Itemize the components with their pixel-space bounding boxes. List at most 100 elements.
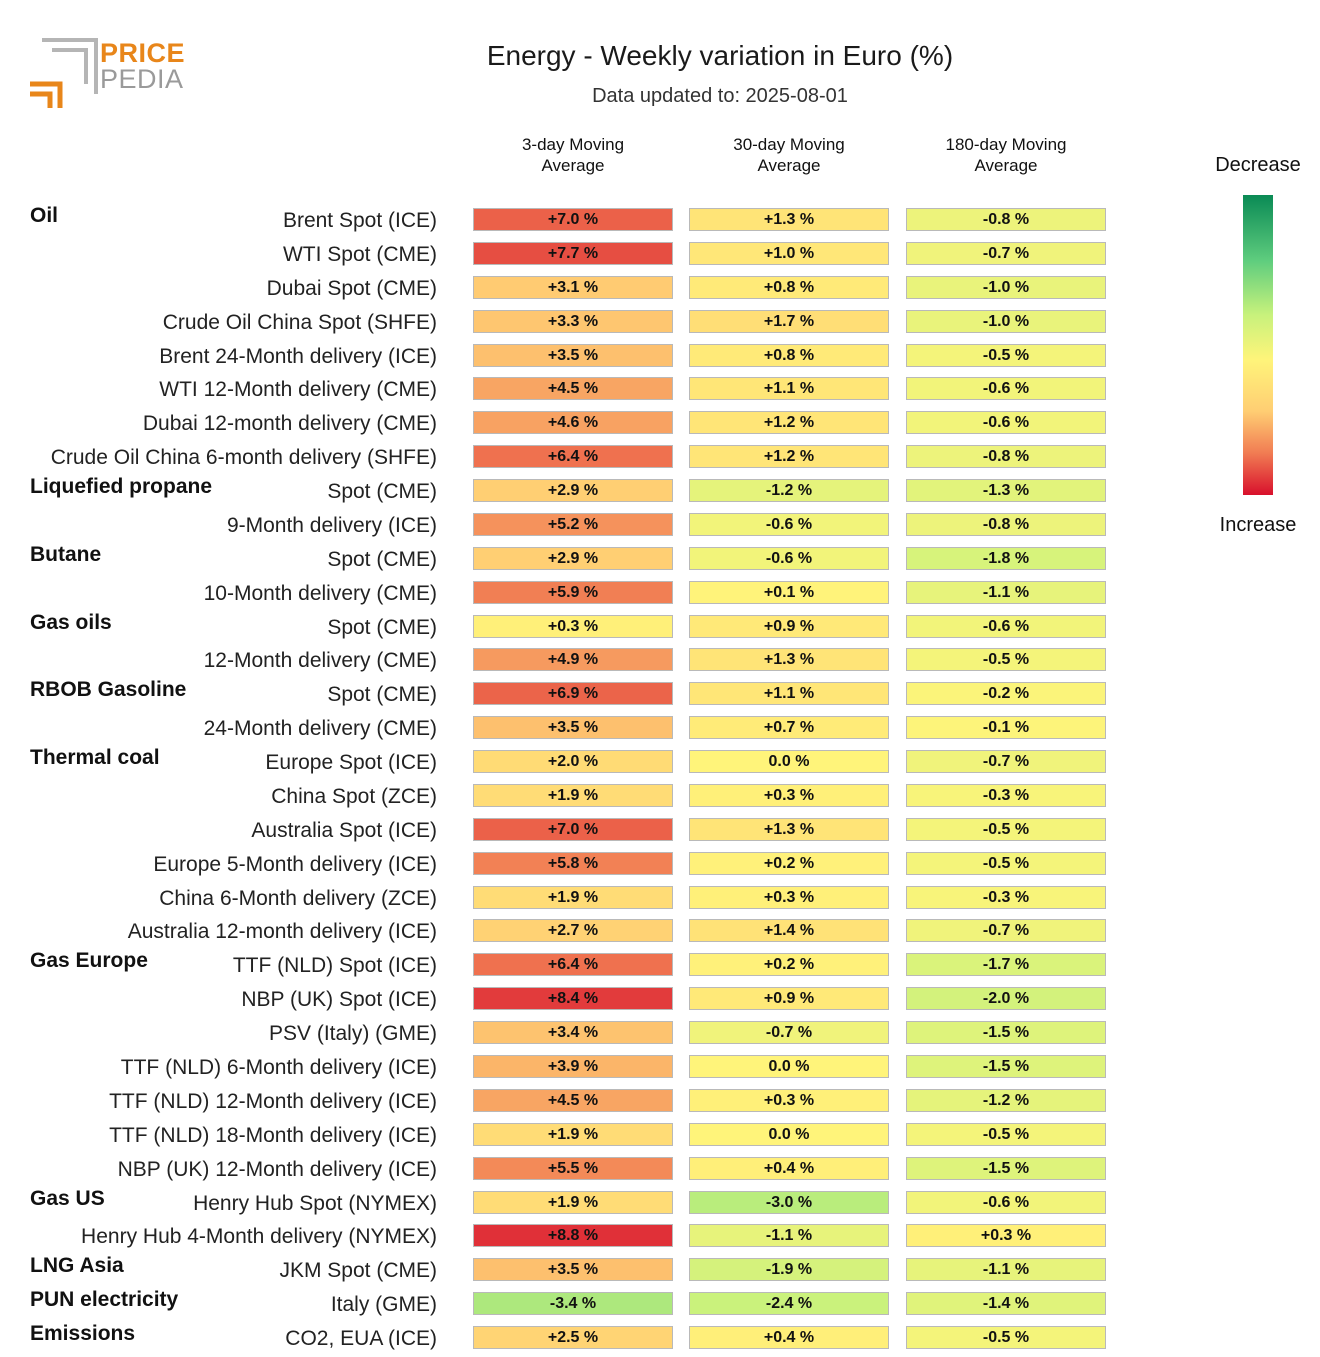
value-cell: -0.8 %: [906, 208, 1106, 231]
value-cell: +0.3 %: [689, 885, 889, 909]
row-label: TTF (NLD) 6-Month delivery (ICE): [120, 1056, 437, 1079]
value-cell: +0.3 %: [906, 1224, 1106, 1248]
value-cell: -0.3 %: [906, 885, 1106, 909]
group-label: Oil: [30, 204, 59, 227]
value-cell: +0.9 %: [689, 614, 889, 638]
value-cell: -1.2 %: [689, 479, 889, 503]
logo-mark-icon: [30, 38, 98, 108]
value-cell: +0.4 %: [689, 1326, 889, 1350]
legend-decrease-label: Decrease: [1215, 154, 1301, 176]
value-cell: -0.6 %: [906, 411, 1106, 435]
value-cell: +4.5 %: [473, 377, 673, 401]
row-label: Spot (CME): [327, 547, 437, 571]
row-label: Spot (CME): [327, 683, 437, 707]
value-cell: +0.2 %: [689, 851, 889, 875]
value-cell: -0.3 %: [906, 783, 1106, 807]
value-cell: +0.3 %: [473, 614, 673, 638]
value-cell: -1.5 %: [906, 1055, 1106, 1078]
legend-increase-label: Increase: [1219, 514, 1297, 536]
value-cell: -1.1 %: [906, 1258, 1106, 1282]
group-label: Butane: [30, 542, 102, 566]
value-cell: -0.5 %: [906, 343, 1106, 367]
value-cell: -0.2 %: [906, 682, 1106, 706]
value-cell: +1.9 %: [473, 1190, 673, 1214]
value-cell: +4.9 %: [473, 648, 673, 672]
value-cell: +6.4 %: [473, 445, 673, 469]
value-cell: +5.5 %: [473, 1156, 673, 1180]
value-cell: +0.3 %: [689, 1088, 889, 1112]
value-cell: +0.8 %: [689, 275, 889, 299]
value-cell: -1.8 %: [906, 546, 1106, 570]
value-cell: -0.6 %: [689, 512, 889, 536]
value-cell: -1.0 %: [906, 309, 1106, 333]
value-cell: -0.7 %: [906, 919, 1106, 943]
value-cell: +3.5 %: [473, 716, 673, 740]
value-cell: -0.5 %: [906, 1122, 1106, 1146]
value-cell: -1.3 %: [906, 479, 1106, 503]
value-cell: +5.8 %: [473, 851, 673, 875]
value-cell: +2.9 %: [473, 479, 673, 503]
row-label: TTF (NLD) 18-Month delivery (ICE): [109, 1123, 437, 1147]
row-label: 24-Month delivery (CME): [203, 717, 437, 741]
value-cell: +1.0 %: [689, 241, 889, 265]
value-cell: +3.3 %: [473, 309, 673, 333]
value-cell: -1.4 %: [906, 1292, 1106, 1316]
value-cell: -0.5 %: [906, 1326, 1106, 1350]
value-cell: +7.7 %: [473, 241, 673, 265]
value-cell: +7.0 %: [473, 817, 673, 841]
value-cell: +1.4 %: [689, 919, 889, 943]
value-cell: +1.9 %: [473, 1122, 673, 1146]
row-label: Henry Hub 4-Month delivery (NYMEX): [81, 1225, 437, 1249]
row-label: Australia 12-month delivery (ICE): [127, 920, 437, 944]
row-label: Spot (CME): [327, 615, 437, 639]
row-label: 9-Month delivery (ICE): [226, 513, 437, 537]
value-cell: -2.0 %: [906, 987, 1106, 1011]
value-cell: +0.2 %: [689, 953, 889, 977]
row-label: WTI Spot (CME): [282, 242, 437, 266]
value-cell: -1.1 %: [906, 580, 1106, 604]
row-label: Dubai 12-month delivery (CME): [142, 412, 437, 436]
group-label: Liquefied propane: [30, 475, 213, 499]
value-cell: +0.8 %: [689, 343, 889, 367]
logo-text-pedia: PEDIA: [100, 64, 184, 94]
row-label: Europe Spot (ICE): [265, 751, 437, 775]
value-cell: -0.8 %: [906, 512, 1106, 536]
column-header-3: 180-day Moving Average: [945, 135, 1067, 175]
row-label: JKM Spot (CME): [279, 1259, 437, 1283]
value-cell: -0.7 %: [906, 750, 1106, 774]
row-label: Henry Hub Spot (NYMEX): [193, 1191, 437, 1215]
value-cell: -0.8 %: [906, 445, 1106, 469]
value-cell: -2.4 %: [689, 1292, 889, 1316]
value-cell: -0.6 %: [906, 377, 1106, 401]
value-cell: -0.5 %: [906, 851, 1106, 875]
value-cell: -0.7 %: [906, 241, 1106, 265]
value-cell: -1.5 %: [906, 1156, 1106, 1180]
value-cell: +1.3 %: [689, 648, 889, 672]
row-label: CO2, EUA (ICE): [285, 1327, 437, 1351]
value-cell: +1.9 %: [473, 885, 673, 909]
value-cell: +1.3 %: [689, 817, 889, 841]
group-label: Gas oils: [30, 610, 112, 634]
value-cell: +5.2 %: [473, 512, 673, 536]
chart-subtitle: Data updated to: 2025-08-01: [592, 85, 848, 107]
value-cell: +4.6 %: [473, 411, 673, 435]
value-cell: +1.2 %: [689, 411, 889, 435]
value-cell: -1.9 %: [689, 1258, 889, 1282]
value-cell: -0.1 %: [906, 716, 1106, 740]
value-cell: +3.5 %: [473, 1258, 673, 1282]
row-label: Brent Spot (ICE): [282, 209, 437, 232]
value-cell: +7.0 %: [473, 208, 673, 231]
row-label: 10-Month delivery (CME): [203, 581, 437, 605]
value-cell: +2.0 %: [473, 750, 673, 774]
row-label: Crude Oil China 6-month delivery (SHFE): [50, 446, 437, 470]
value-cell: +8.4 %: [473, 987, 673, 1011]
row-label: China Spot (ZCE): [271, 784, 437, 808]
value-cell: +0.9 %: [689, 987, 889, 1011]
value-cell: -0.5 %: [906, 817, 1106, 841]
value-cell: +6.9 %: [473, 682, 673, 706]
value-cell: -1.1 %: [689, 1224, 889, 1248]
value-cell: 0.0 %: [689, 1055, 889, 1078]
value-cell: -1.0 %: [906, 275, 1106, 299]
value-cell: +3.9 %: [473, 1055, 673, 1078]
value-cell: -1.2 %: [906, 1088, 1106, 1112]
